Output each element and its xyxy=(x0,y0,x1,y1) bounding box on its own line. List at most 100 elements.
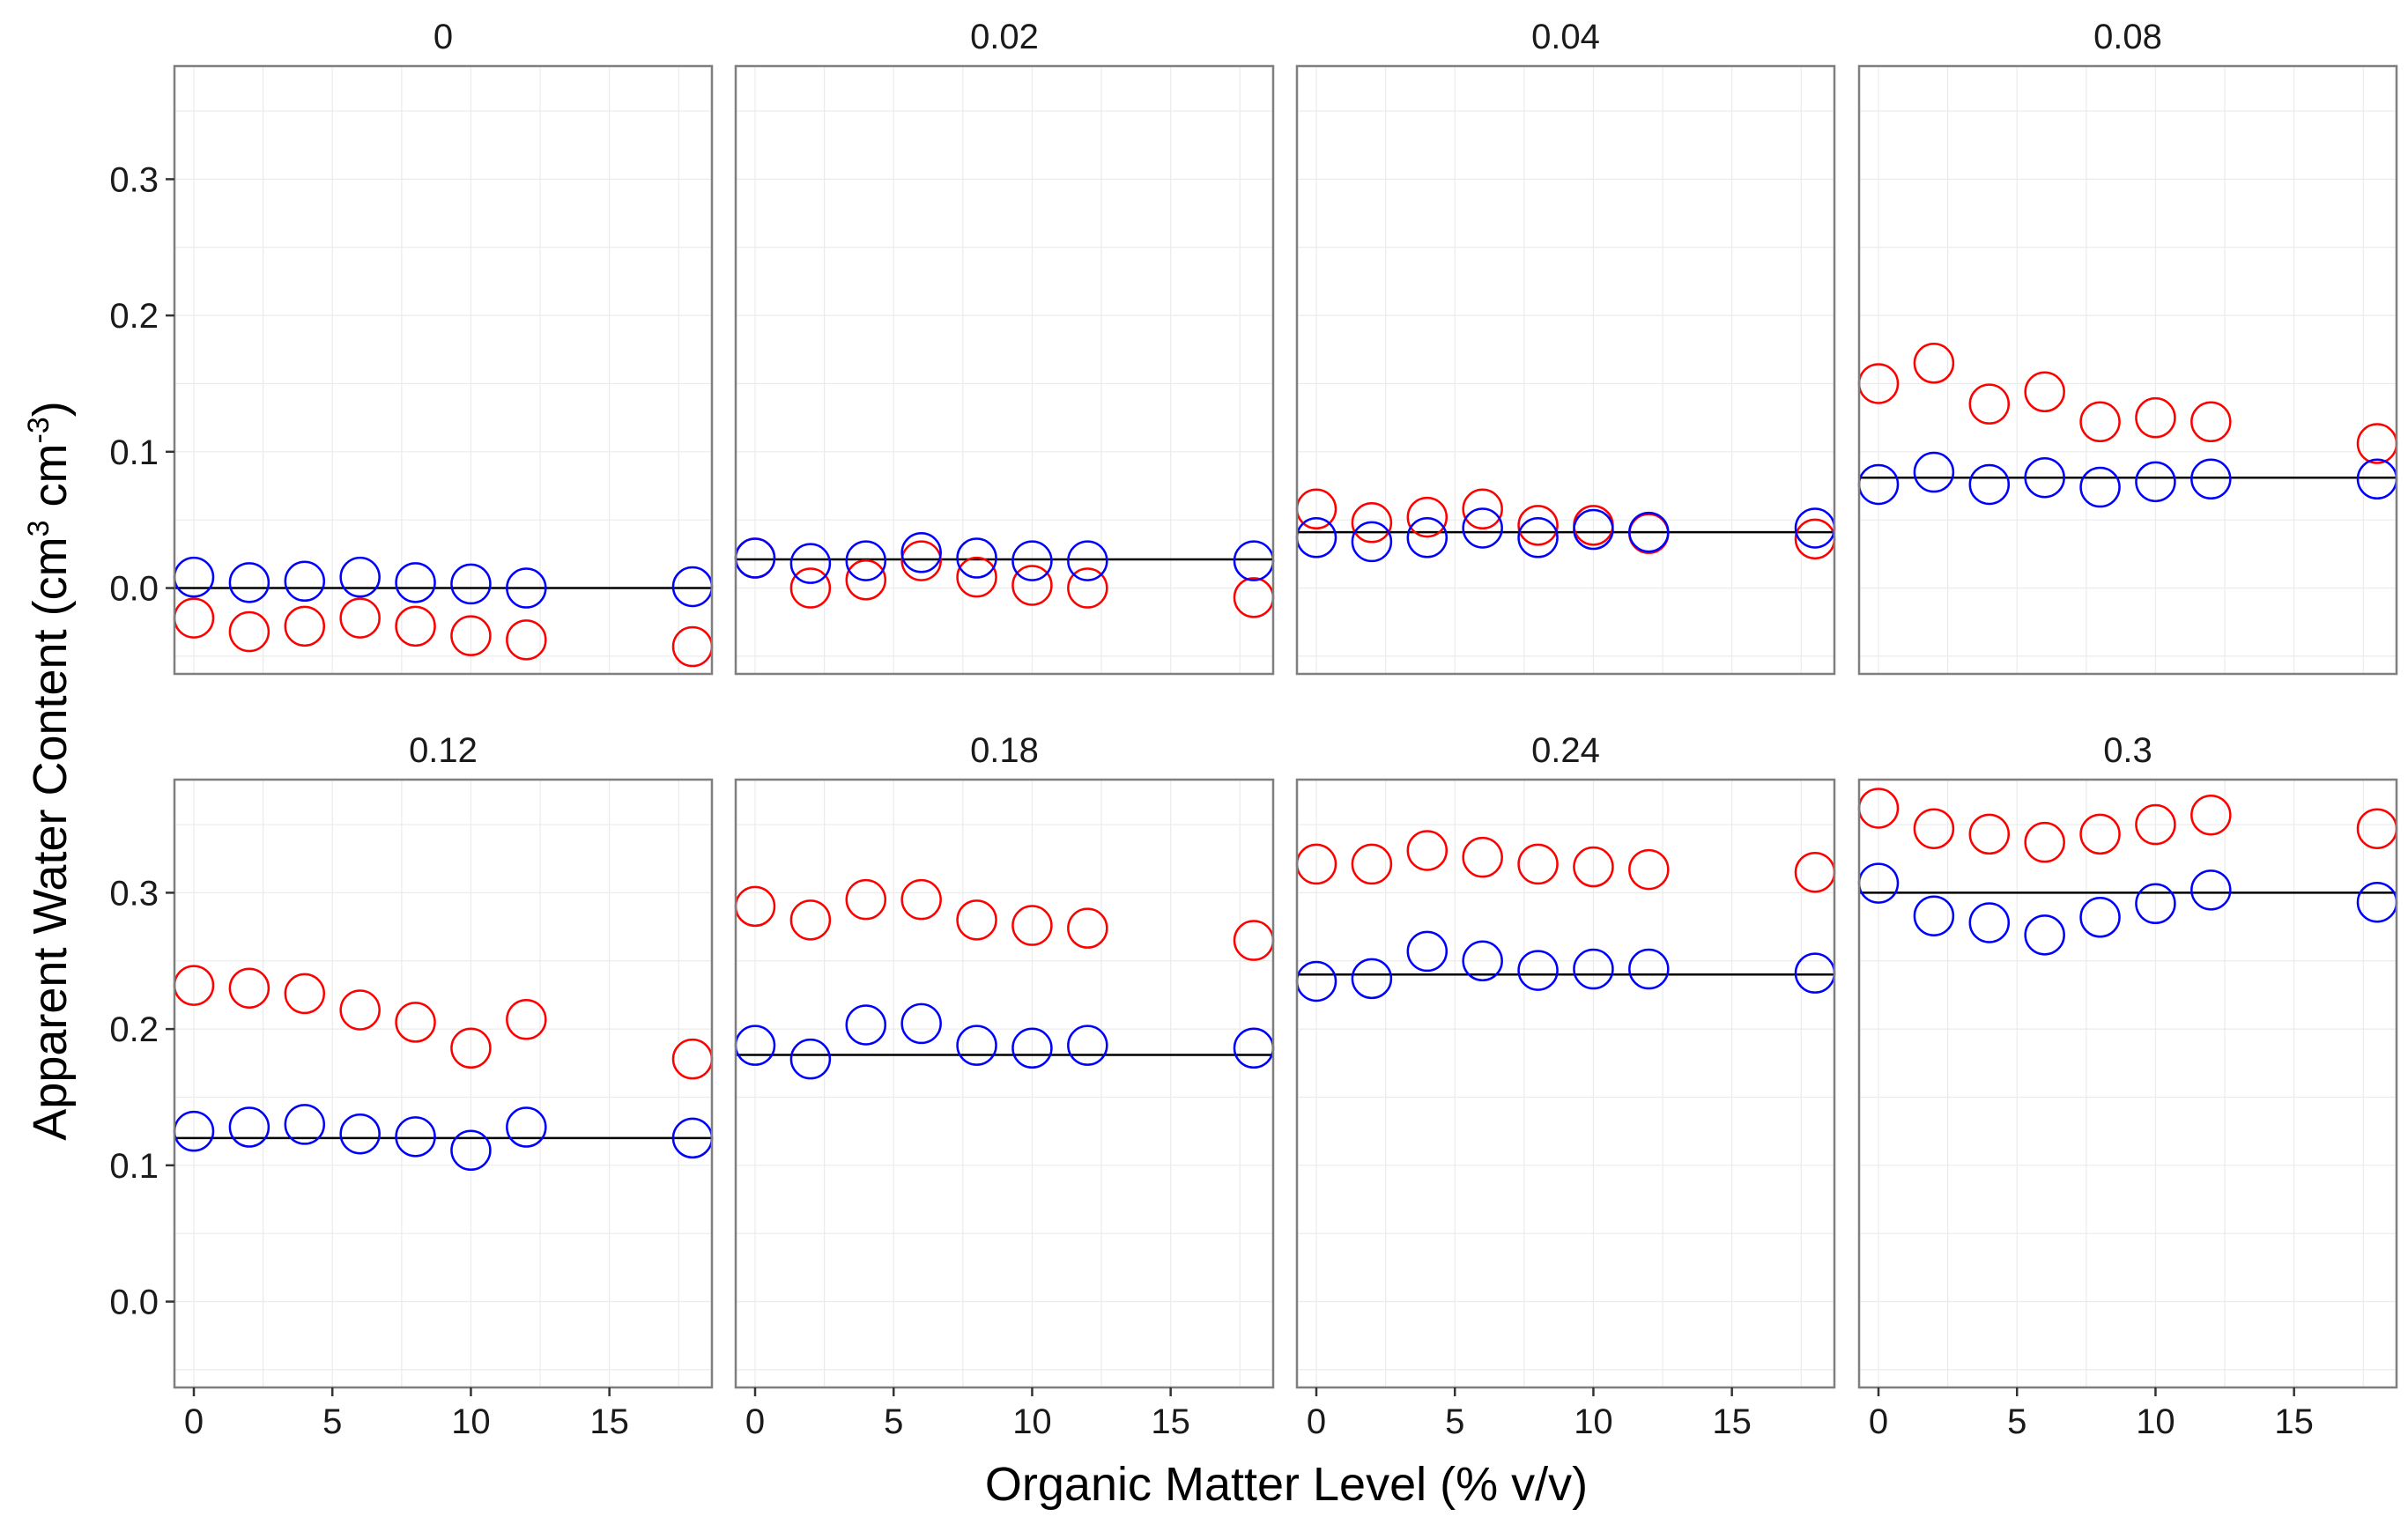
panel-background xyxy=(1297,66,1834,674)
point-red xyxy=(789,567,832,609)
point-blue xyxy=(956,1025,997,1066)
panel-background xyxy=(736,66,1273,674)
point-red xyxy=(2079,813,2121,855)
point-red xyxy=(2024,821,2065,863)
point-blue xyxy=(845,540,887,581)
point-red xyxy=(1517,505,1559,546)
point-blue xyxy=(1628,948,1670,990)
point-red xyxy=(1406,496,1449,538)
x-tick-label: 10 xyxy=(2136,1402,2175,1441)
point-red xyxy=(2024,371,2065,413)
point-blue xyxy=(2135,883,2176,925)
y-tick-label: 0.0 xyxy=(109,1284,159,1322)
panel-border xyxy=(1295,778,1836,1389)
panel-strip-label: 0.12 xyxy=(409,731,478,770)
point-blue xyxy=(1913,895,1955,936)
point-red xyxy=(284,973,326,1015)
y-tick-label: 0.1 xyxy=(109,1147,159,1186)
point-red xyxy=(900,540,942,581)
point-blue xyxy=(1351,521,1393,563)
y-tick-label: 0.2 xyxy=(109,297,159,336)
point-blue xyxy=(506,567,547,609)
point-blue xyxy=(1517,517,1559,559)
point-red xyxy=(1573,846,1614,888)
point-blue xyxy=(2135,461,2176,503)
panel-background xyxy=(174,780,712,1387)
y-tick-label: 0.3 xyxy=(109,160,159,199)
point-blue xyxy=(1968,463,2011,506)
panel-0.08: 0.08 xyxy=(1857,18,2398,676)
point-red xyxy=(2079,401,2121,443)
y-tick-label: 0.2 xyxy=(109,1010,159,1049)
point-blue xyxy=(339,556,381,598)
point-blue xyxy=(2024,914,2065,956)
x-tick-label: 10 xyxy=(451,1402,491,1441)
panel-0.3: 0.3 xyxy=(1857,731,2398,1389)
point-blue xyxy=(1351,958,1393,1000)
point-red xyxy=(395,605,436,647)
panel-0.02: 0.02 xyxy=(734,18,1275,676)
point-blue xyxy=(1406,930,1449,973)
point-blue xyxy=(1517,950,1559,991)
panel-0.12: 0.12 xyxy=(173,731,714,1389)
point-red xyxy=(956,556,997,598)
point-blue xyxy=(1913,451,1955,493)
x-tick-label: 0 xyxy=(745,1402,765,1441)
panel-border xyxy=(1295,64,1836,676)
point-red xyxy=(228,610,270,653)
point-blue xyxy=(845,1004,887,1046)
y-axis-title-sup2: -3 xyxy=(22,417,56,443)
point-red xyxy=(1351,502,1393,544)
panel-border xyxy=(1857,64,2398,676)
x-axis-ticks: 0 5 10 15 0 5 10 15 0 5 10 15 0 5 10 15 xyxy=(184,1387,2314,1441)
panel-background xyxy=(736,780,1273,1387)
point-red xyxy=(339,989,381,1031)
y-axis-title-middle: cm xyxy=(24,444,77,521)
x-tick-label: 10 xyxy=(1012,1402,1052,1441)
point-red xyxy=(789,899,832,941)
x-tick-label: 0 xyxy=(1307,1402,1326,1441)
point-blue xyxy=(450,563,492,605)
point-red xyxy=(2135,396,2176,439)
point-red xyxy=(339,597,381,639)
point-blue xyxy=(395,1116,436,1158)
x-tick-label: 15 xyxy=(2274,1402,2314,1441)
point-red xyxy=(228,967,270,1009)
panel-strip-label: 0.3 xyxy=(2103,731,2152,770)
panel-strip-label: 0.18 xyxy=(970,731,1039,770)
point-blue xyxy=(956,537,997,579)
x-tick-label: 0 xyxy=(1869,1402,1888,1441)
point-red xyxy=(845,878,887,921)
point-blue xyxy=(228,562,270,603)
y-axis-ticks: 0.0 0.1 0.2 0.3 0.0 0.1 0.2 0.3 xyxy=(109,160,174,1322)
point-blue xyxy=(1011,1027,1053,1069)
x-tick-label: 0 xyxy=(184,1402,204,1441)
point-red xyxy=(1406,830,1449,871)
panel-border xyxy=(173,64,714,676)
point-red xyxy=(1462,836,1503,878)
point-red xyxy=(1011,905,1053,946)
panel-0.18: 0.18 xyxy=(734,731,1275,1389)
panel-strip-label: 0 xyxy=(433,18,453,56)
y-axis-title-suffix: ) xyxy=(24,401,77,417)
point-red xyxy=(2190,794,2232,836)
point-blue xyxy=(1067,540,1108,581)
panel-border xyxy=(734,64,1275,676)
point-blue xyxy=(1573,948,1614,990)
point-red xyxy=(900,878,942,921)
point-blue xyxy=(284,560,326,603)
point-blue xyxy=(2190,458,2232,500)
panel-strip-label: 0.08 xyxy=(2093,18,2162,56)
panel-background xyxy=(1297,780,1834,1387)
panel-0: 0 xyxy=(173,18,714,676)
point-red xyxy=(1913,808,1955,849)
point-blue xyxy=(2079,897,2121,938)
point-blue xyxy=(2079,466,2121,508)
x-tick-label: 5 xyxy=(1445,1402,1464,1441)
point-blue xyxy=(789,1038,832,1080)
point-red xyxy=(506,619,547,661)
point-blue xyxy=(1968,902,2011,943)
x-tick-label: 15 xyxy=(1151,1402,1190,1441)
point-blue xyxy=(395,562,436,603)
